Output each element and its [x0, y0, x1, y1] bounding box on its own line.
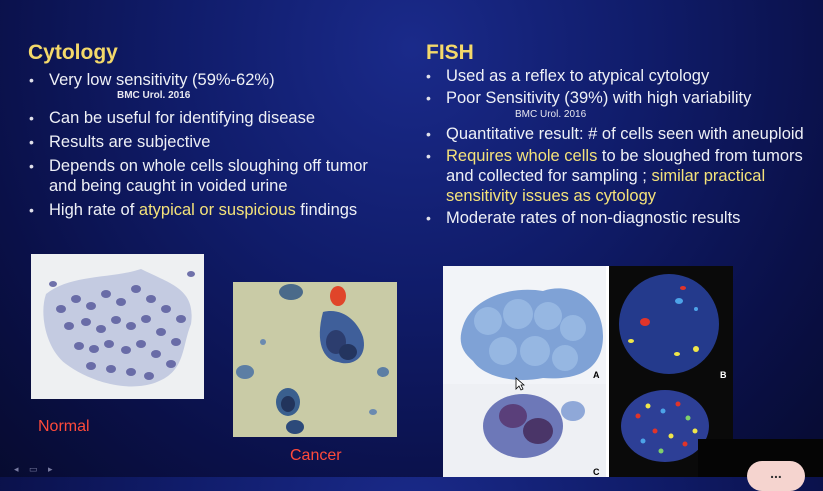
fish-bullet-3: Quantitative result: # of cells seen wit…	[426, 124, 821, 144]
video-overlay-thumbnail[interactable]: ...	[698, 439, 823, 491]
fish-bullets-rest: Quantitative result: # of cells seen wit…	[426, 124, 821, 228]
cytology-bullets-rest: Can be useful for identifying disease Re…	[29, 108, 389, 220]
presentation-slide: Cytology Very low sensitivity (59%-62%) …	[0, 0, 823, 477]
cytology-bullet-2: Can be useful for identifying disease	[29, 108, 389, 128]
cytology-bullet-5: High rate of atypical or suspicious find…	[29, 200, 389, 220]
fish-panel-b-label: B	[720, 370, 727, 380]
cytology-bullet-4: Depends on whole cells sloughing off tum…	[29, 156, 369, 196]
fish-bullet-1: Used as a reflex to atypical cytology	[426, 66, 821, 86]
cytology-bullets: Very low sensitivity (59%-62%)	[29, 70, 389, 90]
cancer-cells-illustration	[236, 284, 389, 434]
fish-image-panel: A B C	[443, 266, 733, 477]
fish-bullet-4: Requires whole cells to be sloughed from…	[426, 146, 821, 206]
cytology-bullet-1: Very low sensitivity (59%-62%)	[29, 70, 389, 90]
fish-bullets: Used as a reflex to atypical cytology Po…	[426, 66, 821, 108]
normal-cells-illustration	[43, 269, 195, 387]
fish-bullet-5: Moderate rates of non-diagnostic results	[426, 208, 821, 228]
cancer-caption: Cancer	[290, 447, 342, 464]
fish-bullet-2: Poor Sensitivity (39%) with high variabi…	[426, 88, 821, 108]
slide-navigation-icons[interactable]: ◂ ▭ ▸	[14, 464, 57, 474]
cytology-reference: BMC Urol. 2016	[117, 90, 191, 101]
fish-reference: BMC Urol. 2016	[515, 109, 587, 120]
fish-panels-illustration	[443, 266, 733, 477]
fish-heading: FISH	[426, 41, 474, 64]
participant-avatar[interactable]: ...	[747, 461, 805, 491]
cytology-bullet-3: Results are subjective	[29, 132, 389, 152]
mouse-cursor-icon	[515, 377, 525, 391]
fish-panel-c-label: C	[593, 467, 600, 477]
normal-caption: Normal	[38, 418, 90, 435]
fish-panel-a-label: A	[593, 370, 600, 380]
cytology-heading: Cytology	[28, 41, 118, 64]
normal-cytology-image	[31, 254, 204, 399]
cancer-cytology-image	[233, 282, 397, 437]
